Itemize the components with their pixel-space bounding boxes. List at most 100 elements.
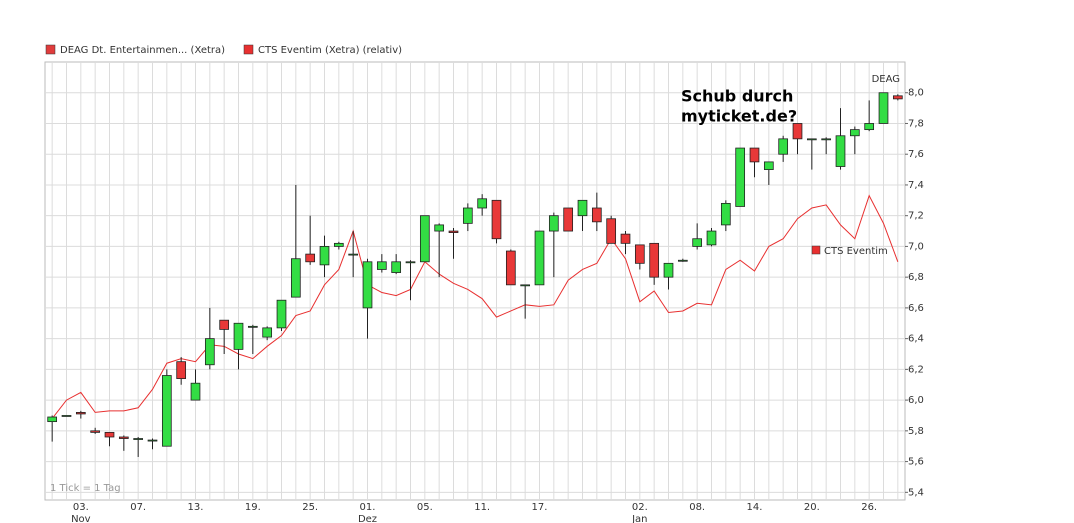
candle-body — [333, 242, 344, 247]
candle-body — [505, 250, 516, 286]
x-tick-label: 11. — [474, 502, 490, 513]
y-tick-label: 7,2 — [908, 211, 924, 222]
candle-body — [520, 284, 531, 287]
footnote: 1 Tick = 1 Tag — [50, 483, 121, 494]
candle-body — [634, 244, 645, 264]
line-label-swatch — [811, 245, 821, 255]
y-tick-label: 7,0 — [908, 241, 924, 252]
candle-body — [262, 327, 273, 338]
candle-body — [620, 233, 631, 244]
candle-body — [190, 382, 201, 401]
y-tick-label: 6,2 — [908, 364, 924, 375]
candle-body — [348, 253, 359, 256]
x-tick-label: 26. — [861, 502, 877, 513]
annotation: myticket.de? — [681, 107, 797, 126]
y-tick-label: 5,4 — [908, 487, 924, 498]
candle-body — [577, 199, 588, 217]
candle-body — [319, 246, 330, 266]
candle-body — [735, 147, 746, 207]
candle-body — [692, 238, 703, 247]
candle-body — [176, 361, 187, 379]
candle-body — [677, 259, 688, 262]
legend-label: CTS Eventim (Xetra) (relativ) — [258, 45, 402, 56]
candle-body — [219, 319, 230, 330]
candle-body — [835, 135, 846, 167]
x-tick-label: 02. — [632, 502, 648, 513]
candle-body — [161, 375, 172, 447]
candle-body — [290, 258, 301, 298]
candle-body — [892, 95, 903, 100]
candle-body — [448, 230, 459, 233]
candle-body — [405, 261, 416, 264]
y-tick-label: 5,8 — [908, 426, 924, 437]
x-tick-sublabel: Dez — [358, 514, 377, 523]
candle-body — [434, 224, 445, 232]
candle-body — [419, 215, 430, 263]
y-tick-label: 6,0 — [908, 395, 924, 406]
candle-body — [61, 415, 72, 417]
candle-body — [749, 147, 760, 163]
candle-body — [663, 262, 674, 278]
candle-body — [649, 242, 660, 278]
y-tick-label: 6,4 — [908, 334, 924, 345]
candle-body — [362, 261, 373, 309]
candle-body — [878, 92, 889, 124]
x-tick-label: 07. — [130, 502, 146, 513]
candle-body — [763, 161, 774, 170]
x-tick-sublabel: Jan — [631, 514, 647, 523]
candle-body — [75, 411, 86, 415]
candle-body — [462, 207, 473, 224]
candle-body — [563, 207, 574, 232]
x-tick-label: 01. — [360, 502, 376, 513]
candle-body — [706, 230, 717, 246]
y-tick-label: 5,6 — [908, 457, 924, 468]
candle-body — [391, 261, 402, 273]
candle-body — [47, 416, 58, 423]
candle-body — [821, 138, 832, 141]
y-tick-label: 7,6 — [908, 149, 924, 160]
x-tick-label: 05. — [417, 502, 433, 513]
candle-body — [276, 299, 287, 329]
x-tick-label: 20. — [804, 502, 820, 513]
x-tick-label: 13. — [188, 502, 204, 513]
candle-body — [118, 436, 129, 439]
annotation: Schub durch — [681, 87, 793, 106]
candle-body — [606, 218, 617, 244]
legend-swatch — [45, 44, 56, 55]
candle-body — [864, 123, 875, 131]
y-tick-label: 8,0 — [908, 88, 924, 99]
y-tick-label: 6,6 — [908, 303, 924, 314]
candle-body — [534, 230, 545, 286]
candle-body — [305, 253, 316, 263]
candle-body — [147, 439, 158, 442]
candle-body — [204, 338, 215, 366]
y-tick-label: 7,4 — [908, 180, 924, 191]
line-label: CTS Eventim — [824, 246, 888, 257]
candle-body — [792, 123, 803, 140]
x-tick-label: 14. — [747, 502, 763, 513]
x-tick-label: 17. — [532, 502, 548, 513]
candle-body — [233, 322, 244, 350]
candle-body — [376, 261, 387, 270]
x-tick-label: 08. — [689, 502, 705, 513]
candle-body — [806, 138, 817, 141]
line-series — [51, 194, 899, 419]
candle-body — [720, 202, 731, 226]
x-tick-sublabel: Nov — [71, 514, 91, 523]
y-tick-label: 6,8 — [908, 272, 924, 283]
candle-body — [849, 129, 860, 137]
candle-body — [477, 198, 488, 209]
plot-area — [44, 61, 906, 501]
x-tick-label: 03. — [73, 502, 89, 513]
candle-body — [90, 430, 101, 433]
candle-body — [778, 138, 789, 155]
legend-swatch — [243, 44, 254, 55]
candle-body — [491, 199, 502, 240]
x-tick-label: 25. — [302, 502, 318, 513]
legend-label: DEAG Dt. Entertainmen... (Xetra) — [60, 45, 225, 56]
candle-body — [591, 207, 602, 223]
y-tick-label: 7,8 — [908, 118, 924, 129]
candle-body — [247, 325, 258, 328]
candle-body — [104, 431, 115, 438]
